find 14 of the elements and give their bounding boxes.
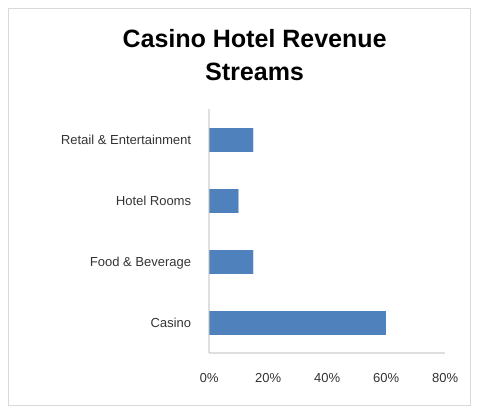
chart-title: Casino Hotel Revenue Streams: [122, 24, 388, 88]
x-tick-label: 60%: [372, 370, 400, 386]
y-tick-label: Casino: [150, 315, 191, 330]
bar: [209, 311, 386, 335]
x-tick-label: 40%: [314, 370, 340, 386]
bar: [209, 189, 238, 213]
x-tick-label: 20%: [254, 370, 282, 386]
y-tick-label: Hotel Rooms: [116, 193, 192, 208]
y-tick-label: Retail & Entertainment: [60, 132, 192, 148]
x-tick-label: 80%: [432, 370, 458, 386]
y-tick-label: Food & Beverage: [90, 254, 191, 270]
bar: [209, 128, 254, 152]
bar: [209, 250, 254, 274]
x-tick-label: 0%: [200, 370, 219, 386]
